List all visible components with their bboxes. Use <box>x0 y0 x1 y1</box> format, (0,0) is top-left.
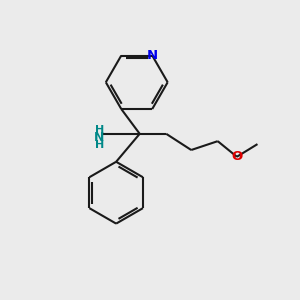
Text: H: H <box>95 125 104 135</box>
Text: N: N <box>94 131 104 144</box>
Text: O: O <box>231 150 242 163</box>
Text: N: N <box>147 49 158 62</box>
Text: H: H <box>95 140 104 150</box>
